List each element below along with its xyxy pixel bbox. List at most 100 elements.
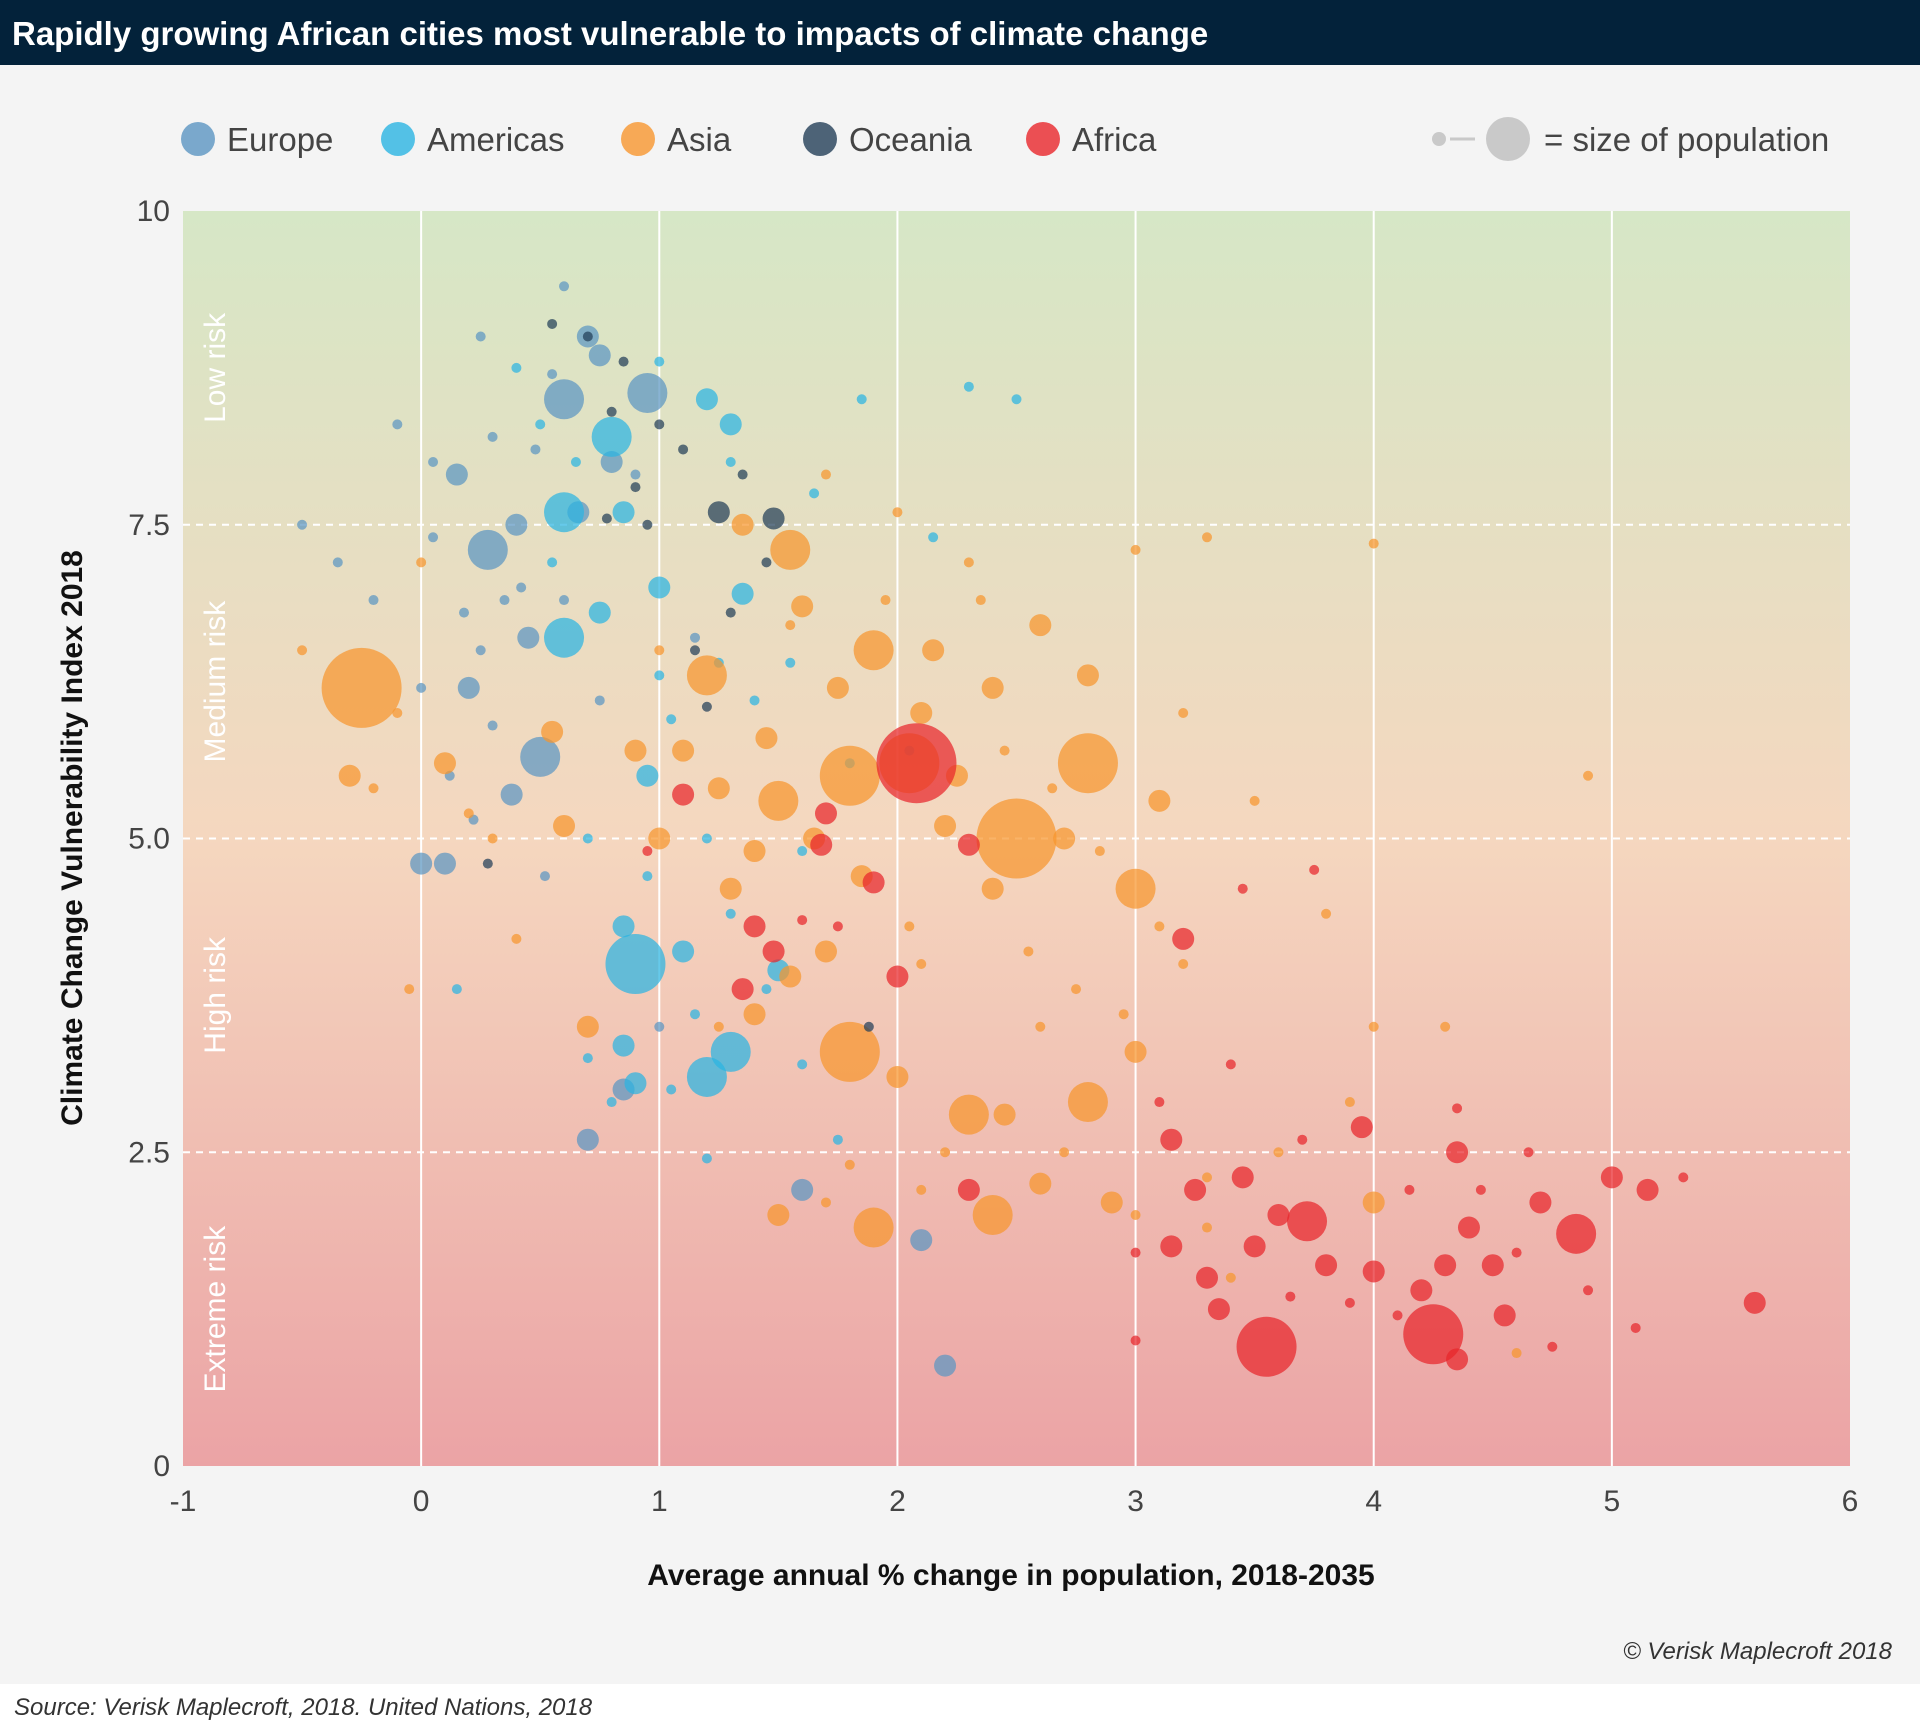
- bubble-americas: [547, 557, 558, 568]
- bubble-europe: [520, 736, 561, 777]
- bubble-africa: [1154, 1097, 1165, 1108]
- bubble-asia: [553, 814, 576, 837]
- bubble-europe: [392, 419, 403, 430]
- bubble-europe: [910, 1229, 933, 1252]
- bubble-asia: [1583, 770, 1594, 781]
- bubble-europe: [516, 582, 527, 593]
- bubble-asia: [1178, 708, 1189, 718]
- bubble-asia: [976, 798, 1057, 879]
- bubble-americas: [690, 1009, 701, 1020]
- bubble-oceania: [618, 356, 629, 367]
- bubble-asia: [1047, 783, 1058, 794]
- bubble-asia: [892, 507, 903, 518]
- bubble-americas: [731, 582, 754, 605]
- bubble-europe: [517, 626, 540, 649]
- bubble-americas: [686, 1056, 727, 1097]
- legend: Europe Americas Asia Oceania Africa: [181, 121, 1157, 158]
- bubble-asia: [1148, 789, 1171, 812]
- size-legend-large-circle: [1486, 117, 1530, 161]
- y-tick-label: 5.0: [128, 823, 170, 856]
- bubble-asia: [297, 645, 308, 656]
- bubble-europe: [475, 645, 486, 656]
- bubble-oceania: [690, 645, 701, 656]
- bubble-europe: [368, 595, 379, 606]
- bubble-americas: [624, 1072, 647, 1095]
- x-tick-label: 2: [889, 1485, 906, 1518]
- bubble-africa: [1630, 1322, 1641, 1333]
- bubble-americas: [642, 871, 653, 882]
- bubble-africa: [731, 978, 754, 1001]
- legend-label-europe: Europe: [227, 121, 333, 158]
- bubble-americas: [535, 419, 546, 430]
- bubble-europe: [559, 281, 570, 292]
- bubble-africa: [876, 723, 957, 804]
- bubble-asia: [1100, 1191, 1123, 1214]
- bubble-asia: [321, 647, 402, 728]
- bubble-asia: [1202, 1172, 1213, 1183]
- bubble-asia: [719, 877, 742, 900]
- bubble-oceania: [725, 607, 736, 618]
- y-tick-label: 0: [153, 1450, 170, 1483]
- bubble-europe: [559, 595, 570, 606]
- bubble-europe: [499, 595, 510, 606]
- bubble-africa: [1184, 1178, 1207, 1201]
- bubble-asia: [820, 469, 831, 480]
- bubble-asia: [1511, 1348, 1522, 1359]
- bubble-asia: [1130, 544, 1141, 555]
- bubble-asia: [338, 764, 361, 787]
- bubble-africa: [1511, 1247, 1522, 1258]
- bubble-oceania: [482, 858, 493, 869]
- bubble-asia: [1362, 1191, 1385, 1214]
- bubble-asia: [819, 745, 880, 806]
- x-tick-label: 4: [1365, 1485, 1382, 1518]
- bubble-americas: [591, 416, 632, 457]
- bubble-asia: [820, 1197, 831, 1208]
- bubble-africa: [1600, 1166, 1623, 1189]
- x-axis-ticks: -1 0 1 2 3 4 5 6: [170, 1485, 1859, 1518]
- bubble-europe: [297, 519, 308, 530]
- bubble-americas: [761, 984, 772, 995]
- bubble-africa: [814, 802, 837, 825]
- bubble-africa: [1207, 1298, 1230, 1321]
- bubble-europe: [467, 529, 508, 570]
- bubble-europe: [544, 379, 585, 420]
- bubble-americas: [511, 362, 522, 373]
- bubble-africa: [1160, 1128, 1183, 1151]
- bubble-oceania: [701, 701, 712, 712]
- bubble-asia: [826, 676, 849, 699]
- bubble-asia: [791, 595, 814, 618]
- bubble-africa: [1287, 1201, 1328, 1242]
- footer: Source: Verisk Maplecroft, 2018. United …: [0, 1684, 1920, 1732]
- bubble-europe: [475, 331, 486, 342]
- bubble-africa: [1237, 883, 1248, 894]
- bubble-asia: [981, 676, 1004, 699]
- bubble-europe: [457, 676, 480, 699]
- bubble-asia: [1344, 1097, 1355, 1108]
- bubble-europe: [459, 607, 470, 618]
- risk-band-label: Low risk: [199, 312, 232, 423]
- legend-swatch-asia: [621, 122, 655, 156]
- bubble-asia: [1053, 827, 1076, 850]
- bubble-africa: [1434, 1254, 1457, 1277]
- bubble-africa: [1160, 1235, 1183, 1258]
- bubble-asia: [1202, 1222, 1213, 1233]
- bubble-asia: [916, 959, 927, 969]
- legend-label-oceania: Oceania: [849, 121, 973, 158]
- bubble-americas: [832, 1134, 843, 1145]
- bubble-europe: [547, 369, 558, 380]
- bubble-asia: [392, 708, 403, 718]
- bubble-asia: [999, 745, 1010, 756]
- bubble-americas: [612, 915, 635, 938]
- bubble-asia: [963, 557, 974, 568]
- bubble-africa: [886, 965, 909, 988]
- bubble-asia: [1130, 1210, 1141, 1220]
- bubble-asia: [910, 702, 933, 724]
- bubble-asia: [1035, 1021, 1046, 1032]
- bubble-africa: [1172, 927, 1195, 950]
- bubble-asia: [1057, 733, 1118, 794]
- bubble-asia: [1202, 532, 1213, 543]
- bubble-americas: [612, 501, 635, 524]
- bubble-europe: [654, 1021, 665, 1032]
- bubble-asia: [713, 1021, 724, 1032]
- bubble-americas: [648, 576, 671, 599]
